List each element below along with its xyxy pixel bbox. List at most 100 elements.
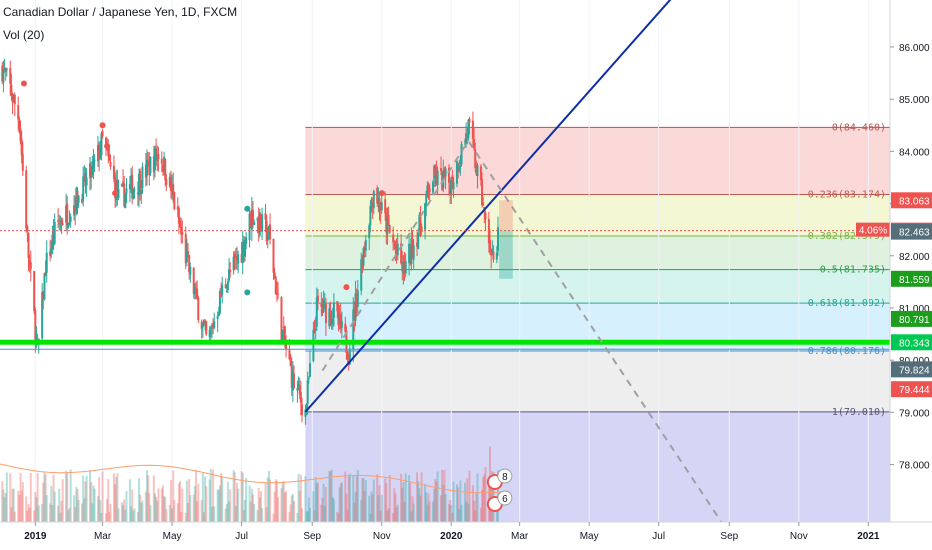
- candle-body: [200, 321, 203, 329]
- volume-bar: [401, 487, 404, 522]
- candle-body: [1, 65, 4, 82]
- volume-bar: [479, 507, 482, 522]
- candle-body: [293, 373, 296, 389]
- volume-bar: [225, 504, 228, 522]
- volume-bar: [117, 508, 120, 522]
- candle-body: [412, 245, 415, 260]
- candle-body: [225, 290, 228, 292]
- candle-body: [217, 313, 220, 316]
- volume-bar: [53, 491, 56, 522]
- fib-label-0.5: 0.5(81.735): [820, 265, 886, 276]
- signal-markers: [20, 80, 385, 296]
- volume-bar: [18, 494, 21, 522]
- volume-bar: [378, 485, 381, 522]
- volume-bar: [419, 495, 422, 522]
- volume-bar: [393, 488, 396, 522]
- candle-body: [136, 192, 139, 195]
- volume-bar: [29, 473, 32, 522]
- candle-body: [184, 233, 187, 264]
- volume-bar: [212, 469, 215, 522]
- volume-bar: [197, 484, 200, 522]
- volume-bar: [41, 503, 44, 522]
- candle-body: [400, 243, 403, 264]
- candle-body: [59, 220, 62, 222]
- candle-body: [306, 380, 309, 404]
- candle-body: [491, 248, 494, 254]
- volume-bar: [280, 488, 283, 522]
- candle-body: [221, 285, 224, 295]
- volume-bar: [196, 501, 199, 522]
- volume-bar: [387, 508, 390, 522]
- candle-body: [188, 255, 191, 273]
- volume-bar: [449, 499, 452, 522]
- x-tick-label: 2021: [857, 531, 880, 542]
- volume-bar: [152, 475, 155, 522]
- candle-body: [474, 149, 477, 169]
- volume-bar: [306, 510, 309, 522]
- volume-bar: [384, 478, 387, 522]
- candle-body: [447, 167, 450, 183]
- volume-bar: [332, 498, 335, 522]
- drawing-lines[interactable]: 4.06%: [0, 0, 890, 523]
- signal-dot: [104, 143, 111, 150]
- candle-body: [340, 321, 343, 328]
- volume-bar: [100, 513, 103, 522]
- time-axis-bg: [0, 522, 932, 550]
- candle-body: [229, 269, 232, 273]
- event-badge: [497, 490, 513, 506]
- candle-body: [2, 70, 5, 83]
- candle-body: [89, 163, 92, 178]
- volume-bar: [128, 479, 131, 522]
- volume-bar: [363, 491, 366, 522]
- fib-label-0.786: 0.786(80.176): [808, 346, 886, 357]
- candle-body: [3, 69, 6, 71]
- event-badges[interactable]: 86: [486, 468, 513, 512]
- volume-indicator-label[interactable]: Vol (20): [3, 28, 45, 42]
- candle-body: [285, 343, 288, 350]
- volume-bar: [395, 507, 398, 522]
- price-tag-label: 80.343: [899, 338, 930, 349]
- signal-dot: [378, 190, 385, 197]
- volume-bar: [61, 479, 64, 522]
- candle-body: [387, 215, 390, 226]
- volume-bar: [348, 473, 351, 522]
- candle-body: [240, 254, 243, 263]
- candle-body: [202, 320, 205, 324]
- candle-body: [173, 192, 176, 210]
- candle-body: [241, 242, 244, 263]
- volume-bar: [58, 488, 61, 522]
- candle-body: [209, 327, 212, 329]
- volume-bar: [459, 480, 462, 522]
- volume-bar: [13, 511, 16, 522]
- candle-body: [378, 198, 381, 211]
- volume-bar: [97, 496, 100, 522]
- candle-body: [42, 291, 45, 300]
- candle-body: [466, 135, 469, 137]
- fibonacci-retracement[interactable]: 0(84.460) 0.236(83.174) 0.382(82.379) 0.5(8…: [305, 122, 890, 522]
- volume-bar: [240, 471, 243, 522]
- volume-bar: [291, 494, 294, 522]
- candle-body: [210, 325, 213, 327]
- candle-body: [428, 188, 431, 193]
- candle-body: [27, 233, 30, 259]
- volume-bar: [19, 473, 22, 522]
- candle-body: [224, 284, 227, 289]
- candle-body: [436, 170, 439, 186]
- volume-bar: [120, 502, 123, 522]
- volume-bar: [172, 470, 175, 522]
- volume-bar: [316, 482, 319, 522]
- candle-body: [197, 297, 200, 320]
- candle-body: [331, 318, 334, 325]
- volume-bar: [269, 479, 272, 522]
- candle-body: [112, 165, 115, 179]
- candle-body: [33, 270, 36, 311]
- volume-bar: [442, 484, 445, 522]
- fib-zone-extension: [305, 411, 890, 522]
- candle-body: [473, 139, 476, 149]
- candle-body: [172, 184, 175, 196]
- candle-body: [116, 179, 119, 197]
- candle-body: [482, 202, 485, 206]
- volume-bar: [226, 481, 229, 522]
- volume-bar: [248, 485, 251, 522]
